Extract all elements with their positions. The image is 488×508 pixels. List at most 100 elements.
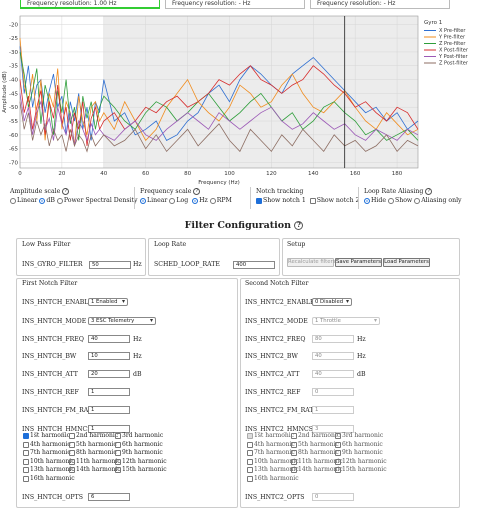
notch1-harmonic-checkbox[interactable]: 15th harmonic [115, 466, 167, 474]
alias-hide-option[interactable]: Hide [364, 197, 386, 204]
notch1-harmonic-checkbox[interactable]: 5th harmonic [69, 441, 117, 449]
checkbox-icon[interactable] [23, 466, 29, 473]
notch2-harmonic-checkbox[interactable]: 4th harmonic [247, 441, 295, 449]
checkbox-icon[interactable] [247, 432, 253, 439]
checkbox-icon[interactable] [335, 432, 341, 439]
radio-icon[interactable] [364, 197, 370, 204]
load-parameters-button[interactable]: Load Parameters [383, 258, 430, 267]
notch1-harmonic-checkbox[interactable]: 7th harmonic [23, 449, 71, 457]
checkbox-icon[interactable] [247, 449, 253, 456]
radio-icon[interactable] [209, 197, 216, 204]
notch1-param-select[interactable]: 1 Enabled [88, 298, 128, 306]
checkbox-icon[interactable] [335, 441, 341, 448]
notch2-harmonic-checkbox[interactable]: 1st harmonic [247, 432, 294, 440]
checkbox-icon[interactable] [115, 466, 121, 473]
notch1-param-input[interactable]: 20 [88, 370, 130, 378]
save-parameters-button[interactable]: Save Parameters [335, 258, 382, 267]
checkbox-icon[interactable] [69, 458, 75, 465]
help-icon[interactable]: ? [294, 221, 304, 230]
notch2-harmonic-checkbox[interactable]: 5th harmonic [291, 441, 339, 449]
help-icon[interactable]: ? [62, 188, 70, 195]
notch1-harmonic-checkbox[interactable]: 1st harmonic [23, 432, 70, 440]
radio-icon[interactable] [414, 197, 421, 204]
notch1-param-input[interactable]: 10 [88, 352, 130, 360]
checkbox-icon[interactable] [335, 458, 341, 465]
checkbox-icon[interactable] [291, 441, 297, 448]
notch1-harmonic-checkbox[interactable]: 6th harmonic [115, 441, 163, 449]
checkbox-icon[interactable] [335, 449, 341, 456]
notch2-harmonic-checkbox[interactable]: 8th harmonic [291, 449, 339, 457]
checkbox-icon[interactable] [291, 449, 297, 456]
notch2-harmonic-checkbox[interactable]: 13th harmonic [247, 466, 299, 474]
checkbox-icon[interactable] [115, 432, 121, 439]
radio-icon[interactable] [169, 197, 176, 204]
checkbox-icon[interactable] [291, 432, 297, 439]
radio-icon[interactable] [387, 197, 394, 204]
notch2-harmonic-checkbox[interactable]: 3rd harmonic [335, 432, 383, 440]
checkbox-icon[interactable] [69, 432, 75, 439]
radio-icon[interactable] [39, 197, 46, 204]
notch1-harmonic-checkbox[interactable]: 3rd harmonic [115, 432, 163, 440]
notch2-harmonic-checkbox[interactable]: 12th harmonic [335, 458, 387, 466]
checkbox-icon[interactable] [69, 466, 75, 473]
notch1-harmonic-checkbox[interactable]: 14th harmonic [69, 466, 121, 474]
notch1-harmonic-checkbox[interactable]: 12th harmonic [115, 458, 167, 466]
checkbox-icon[interactable] [23, 449, 29, 456]
freq-log-option[interactable]: Log [169, 197, 188, 204]
freq-hz-option[interactable]: Hz [192, 197, 208, 204]
notch2-harmonic-checkbox[interactable]: 15th harmonic [335, 466, 387, 474]
sched-loop-rate-input[interactable]: 400 [233, 261, 275, 269]
notch1-harmonic-checkbox[interactable]: 16th harmonic [23, 475, 75, 483]
checkbox-icon[interactable] [335, 466, 341, 473]
checkbox-icon[interactable] [247, 466, 253, 473]
notch1-param-input[interactable]: 1 [88, 406, 130, 414]
notch2-param-input[interactable]: 3 [312, 425, 354, 433]
checkbox-icon[interactable] [291, 466, 297, 473]
ins-gyro-filter-input[interactable]: 50 [89, 261, 131, 269]
notch1-harmonic-checkbox[interactable]: 11th harmonic [69, 458, 121, 466]
notch2-harmonic-checkbox[interactable]: 9th harmonic [335, 449, 383, 457]
amplitude-psd-option[interactable]: Power Spectral Density [56, 197, 138, 204]
notch2-param-input[interactable]: 1 [312, 406, 354, 414]
show-notch-1-option[interactable]: Show notch 1 [256, 197, 306, 204]
notch1-param-input[interactable]: 1 [88, 425, 130, 433]
notch2-param-input[interactable]: 80 [312, 335, 354, 343]
notch1-harmonic-checkbox[interactable]: 10th harmonic [23, 458, 75, 466]
checkbox-icon[interactable] [291, 458, 297, 465]
alias-only-option[interactable]: Aliasing only [414, 197, 462, 204]
checkbox-icon[interactable] [115, 449, 121, 456]
notch2-harmonic-checkbox[interactable]: 10th harmonic [247, 458, 299, 466]
notch2-harmonic-checkbox[interactable]: 6th harmonic [335, 441, 383, 449]
spectrum-chart[interactable]: 0 20 40 60 80 100 120 140 160 180 -20 -25 -30 -35 -40 -… [0, 10, 488, 190]
checkbox-icon[interactable] [23, 432, 29, 439]
show-notch-2-option[interactable]: Show notch 2 [309, 197, 359, 204]
notch2-harmonic-checkbox[interactable]: 7th harmonic [247, 449, 295, 457]
radio-icon[interactable] [192, 197, 199, 204]
notch2-param-input[interactable]: 40 [312, 370, 354, 378]
radio-icon[interactable] [140, 197, 146, 204]
amplitude-linear-option[interactable]: Linear [10, 197, 37, 204]
notch2-harmonic-checkbox[interactable]: 2nd harmonic [291, 432, 340, 440]
checkbox-icon[interactable] [309, 197, 316, 204]
notch2-param-input[interactable]: 0 [312, 388, 354, 396]
checkbox-icon[interactable] [247, 475, 253, 482]
notch2-param-select[interactable]: 1 Throttle [312, 317, 380, 325]
checkbox-icon[interactable] [115, 458, 121, 465]
notch1-param-input[interactable]: 1 [88, 388, 130, 396]
checkbox-icon[interactable] [256, 197, 262, 204]
radio-icon[interactable] [10, 197, 16, 204]
notch2-harmonic-checkbox[interactable]: 14th harmonic [291, 466, 343, 474]
freq-linear-option[interactable]: Linear [140, 197, 167, 204]
notch1-harmonic-checkbox[interactable]: 2nd harmonic [69, 432, 118, 440]
notch1-harmonic-checkbox[interactable]: 8th harmonic [69, 449, 117, 457]
checkbox-icon[interactable] [247, 441, 253, 448]
checkbox-icon[interactable] [69, 449, 75, 456]
notch1-param-input[interactable]: 40 [88, 335, 130, 343]
help-icon[interactable]: ? [193, 188, 201, 195]
amplitude-db-option[interactable]: dB [39, 197, 55, 204]
help-icon[interactable]: ? [425, 188, 433, 195]
checkbox-icon[interactable] [247, 458, 253, 465]
checkbox-icon[interactable] [69, 441, 75, 448]
checkbox-icon[interactable] [115, 441, 121, 448]
notch2-harmonic-checkbox[interactable]: 16th harmonic [247, 475, 299, 483]
